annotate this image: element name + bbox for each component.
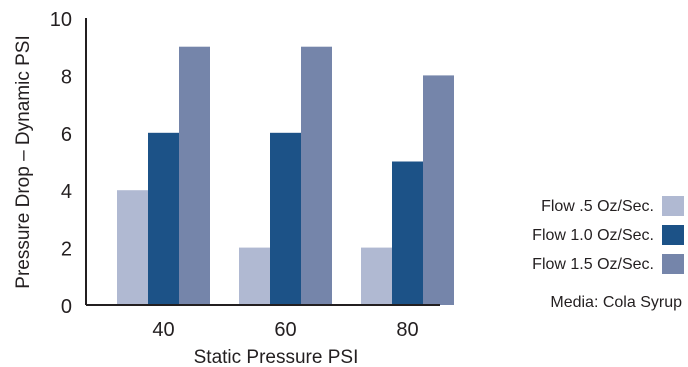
bars-group <box>117 46 454 306</box>
legend-swatch <box>662 254 684 274</box>
bar-40-series-2 <box>148 132 179 305</box>
y-tick-label: 4 <box>61 181 72 203</box>
bar-40-series-1 <box>117 190 148 305</box>
y-tick-label: 10 <box>50 9 72 31</box>
x-axis-title: Static Pressure PSI <box>194 347 359 367</box>
y-axis-title: Pressure Drop – Dynamic PSI <box>13 35 34 288</box>
legend-label: Flow .5 Oz/Sec. <box>541 198 654 215</box>
bar-80-series-3 <box>423 75 454 306</box>
y-tick-label: 8 <box>61 66 72 88</box>
bar-80-series-2 <box>392 161 423 305</box>
x-tick-label: 80 <box>396 319 418 341</box>
legend-label: Flow 1.0 Oz/Sec. <box>532 227 654 244</box>
media-note: Media: Cola Syrup <box>550 294 682 311</box>
bar-60-series-2 <box>270 132 301 305</box>
x-tick-label: 40 <box>152 319 174 341</box>
y-tick-label: 0 <box>61 296 72 318</box>
legend: Flow .5 Oz/Sec. Flow 1.0 Oz/Sec. Flow 1.5 … <box>532 196 684 274</box>
legend-swatch <box>662 225 684 245</box>
bar-40-series-3 <box>179 46 210 305</box>
legend-label: Flow 1.5 Oz/Sec. <box>532 256 654 273</box>
y-ticks-group: 0 2 4 6 8 10 <box>50 9 72 318</box>
y-tick-label: 6 <box>61 124 72 146</box>
axes-group <box>85 18 440 306</box>
bar-80-series-1 <box>361 247 392 305</box>
y-tick-label: 2 <box>61 239 72 261</box>
bar-60-series-3 <box>301 46 332 305</box>
legend-swatch <box>662 196 684 216</box>
bar-60-series-1 <box>239 247 270 305</box>
x-tick-label: 60 <box>274 319 296 341</box>
x-ticks-group: 40 60 80 <box>152 319 418 341</box>
